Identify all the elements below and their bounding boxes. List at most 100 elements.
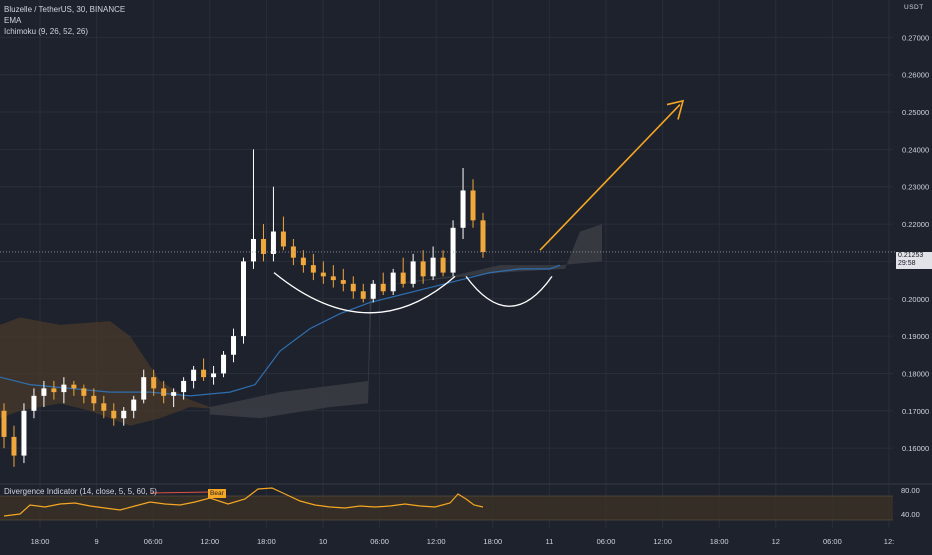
x-tick-label: 18:00	[483, 537, 502, 546]
candle-body	[430, 257, 436, 277]
candle-body	[330, 276, 336, 281]
x-tick-label: 11	[546, 537, 554, 546]
y-tick-label: 0.22000	[902, 220, 929, 229]
handle-arc	[465, 275, 553, 307]
time-axis[interactable]: 18:00 9 06:00 12:00 18:00 10 06:00 12:00 18:00 11…	[31, 537, 895, 546]
bar-countdown: 29:58	[898, 260, 916, 267]
candle-body	[460, 190, 466, 228]
candle-body	[270, 231, 276, 254]
ichimoku-legend[interactable]: Ichimoku (9, 26, 52, 26)	[4, 27, 89, 36]
oscillator-level-label: 80.00	[901, 486, 920, 495]
candle-body	[380, 283, 386, 292]
candle-body	[231, 336, 237, 355]
candle-body	[370, 283, 376, 299]
target-arrow-head	[666, 99, 685, 120]
candle-body	[211, 373, 217, 378]
x-tick-label: 06:00	[823, 537, 842, 546]
ema-path	[0, 264, 561, 397]
cloud-bull	[210, 224, 602, 419]
candle-body	[91, 395, 97, 404]
cup-arc	[273, 272, 456, 314]
candle-body	[111, 410, 117, 419]
x-tick-label: 12	[772, 537, 780, 546]
candle-body	[161, 388, 167, 396]
price-axis[interactable]: 0.27000 0.26000 0.25000 0.24000 0.23000 0.220…	[902, 33, 929, 453]
x-tick-label: 12:00	[653, 537, 672, 546]
candle-body	[121, 410, 127, 419]
candle-body	[201, 369, 207, 378]
x-tick-label: 06:00	[144, 537, 163, 546]
x-tick-label: 18:00	[257, 537, 276, 546]
candle-body	[171, 392, 177, 396]
y-tick-label: 0.18000	[902, 369, 929, 378]
candle-body	[410, 261, 416, 284]
y-tick-label: 0.25000	[902, 108, 929, 117]
bear-label: Bear	[208, 489, 226, 498]
candle-body	[390, 272, 396, 292]
x-tick-label: 06:00	[597, 537, 616, 546]
candle-body	[250, 239, 256, 262]
candle-body	[81, 388, 87, 396]
x-tick-label: 18:00	[31, 537, 50, 546]
bear-divergence-line	[149, 491, 213, 494]
x-tick-label: 12:	[884, 537, 894, 546]
x-tick-label: 06:00	[370, 537, 389, 546]
last-price-badge: 0.21253 29:58	[896, 252, 932, 269]
y-tick-label: 0.20000	[902, 295, 929, 304]
y-tick-label: 0.16000	[902, 444, 929, 453]
oscillator-level-label: 40.00	[901, 510, 920, 519]
drawings[interactable]	[0, 99, 895, 314]
candle-body	[260, 239, 266, 254]
candle-body	[350, 283, 356, 292]
x-tick-label: 18:00	[710, 537, 729, 546]
candle-body	[310, 265, 316, 273]
candle-body	[400, 272, 406, 284]
candle-body	[360, 291, 366, 299]
candle-body	[241, 261, 246, 337]
symbol-title[interactable]: Bluzelle / TetherUS, 30, BINANCE	[4, 5, 126, 14]
y-tick-label: 0.23000	[902, 183, 929, 192]
x-tick-label: 9	[95, 537, 99, 546]
y-tick-label: 0.27000	[902, 33, 929, 42]
candle-body	[280, 231, 286, 247]
x-tick-label: 10	[319, 537, 327, 546]
grid-lines	[0, 0, 893, 528]
candle-body	[141, 377, 147, 400]
rsi-band	[0, 496, 893, 520]
oscillator-pane: 80.00 40.00	[0, 483, 932, 521]
candle-body	[1, 410, 7, 437]
ichimoku-cloud	[0, 224, 602, 426]
rsi-line	[3, 487, 484, 517]
candle-body	[221, 354, 227, 374]
candle-body	[191, 369, 197, 381]
candle-body	[61, 384, 67, 393]
ema-legend[interactable]: EMA	[4, 16, 22, 25]
currency-label[interactable]: USDT	[904, 4, 924, 11]
candle-body	[480, 220, 486, 253]
last-price-value: 0.21253	[898, 252, 924, 259]
candle-body	[290, 246, 296, 258]
candle-body	[440, 257, 446, 273]
ema-line	[0, 264, 561, 397]
candle-body	[151, 377, 157, 389]
x-tick-label: 12:00	[427, 537, 446, 546]
oscillator-legend[interactable]: Divergence Indicator (14, close, 5, 5, 6…	[4, 487, 157, 496]
y-tick-label: 0.17000	[902, 407, 929, 416]
cloud-bear	[0, 317, 240, 426]
target-arrow-line	[539, 104, 681, 251]
candle-body	[41, 388, 47, 396]
candle-body	[131, 399, 137, 411]
candle-body	[340, 280, 346, 284]
candle-body	[470, 190, 476, 221]
y-tick-label: 0.19000	[902, 332, 929, 341]
candle-body	[101, 403, 107, 411]
candles	[1, 149, 486, 467]
candle-body	[21, 410, 27, 456]
y-tick-label: 0.24000	[902, 145, 929, 154]
candle-body	[71, 384, 77, 389]
candle-body	[31, 395, 37, 411]
candle-body	[320, 272, 326, 277]
candle-body	[11, 436, 17, 456]
